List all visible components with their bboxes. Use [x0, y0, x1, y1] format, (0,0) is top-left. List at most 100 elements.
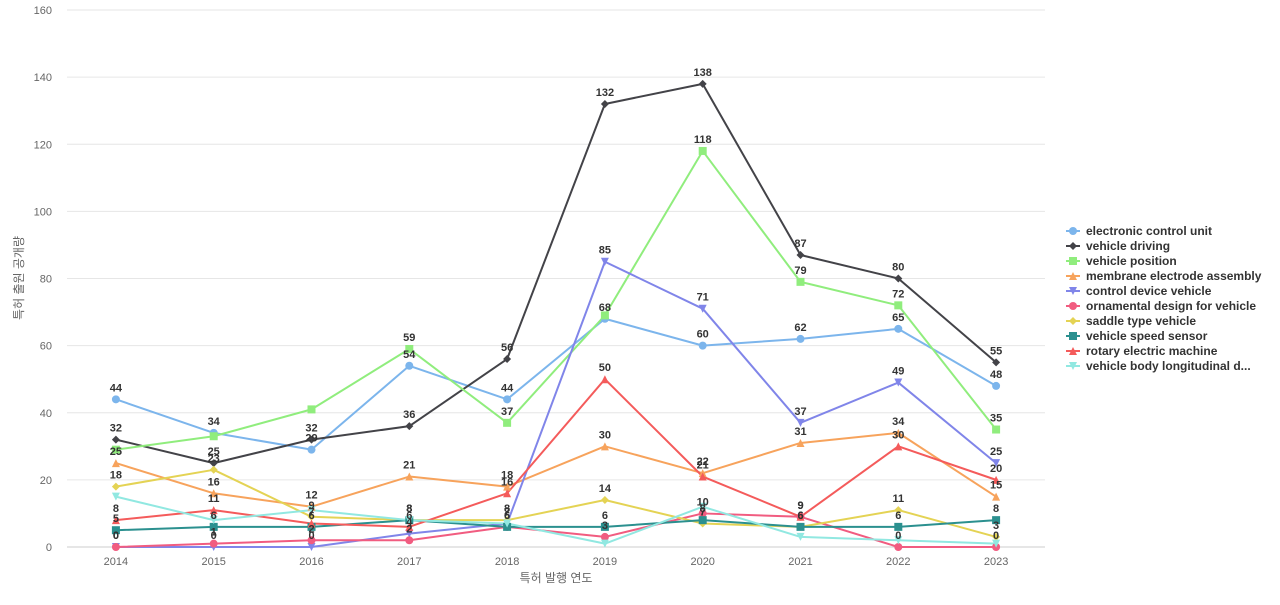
- data-point: [503, 482, 512, 491]
- data-point: [111, 543, 120, 551]
- data-label: 54: [403, 349, 416, 361]
- data-label: 7: [308, 507, 314, 519]
- legend-item: saddle type vehicle: [1086, 314, 1196, 328]
- x-tick-label: 2015: [201, 556, 225, 568]
- data-label: 10: [697, 496, 709, 508]
- x-tick-label: 2014: [104, 556, 128, 568]
- data-point: [405, 516, 414, 525]
- legend-item: vehicle position: [1086, 254, 1177, 268]
- legend-marker: [1069, 272, 1077, 280]
- legend-marker: [1069, 302, 1077, 310]
- y-tick-label: 40: [40, 408, 52, 420]
- data-point: [405, 361, 414, 370]
- series-line: [115, 149, 997, 451]
- data-label: 9: [797, 500, 803, 512]
- data-label: 132: [596, 87, 614, 99]
- y-tick-label: 0: [46, 542, 52, 554]
- data-point: [894, 543, 903, 551]
- data-label: 35: [990, 413, 1002, 425]
- data-point: [111, 459, 120, 468]
- data-label: 32: [110, 423, 122, 435]
- data-point: [209, 516, 218, 525]
- data-point: [405, 536, 414, 545]
- data-label: 21: [697, 460, 709, 472]
- data-point: [796, 438, 805, 447]
- data-label: 55: [990, 345, 1002, 357]
- data-point: [405, 422, 414, 431]
- data-label: 8: [406, 503, 412, 515]
- data-point: [992, 492, 1001, 501]
- data-label: 7: [504, 507, 510, 519]
- legend-item: electronic control unit: [1086, 224, 1212, 238]
- data-point: [894, 536, 903, 545]
- data-label: 18: [501, 470, 513, 482]
- data-label: 6: [308, 510, 314, 522]
- legend-marker: [1069, 362, 1077, 370]
- data-label: 23: [208, 453, 220, 465]
- data-label: 60: [697, 329, 709, 341]
- data-label: 32: [305, 423, 317, 435]
- data-point: [209, 489, 218, 498]
- data-label: 18: [110, 470, 122, 482]
- data-point: [600, 496, 609, 505]
- data-point: [894, 506, 903, 515]
- data-label: 30: [892, 429, 904, 441]
- x-tick-label: 2020: [690, 556, 714, 568]
- data-point: [992, 425, 1001, 434]
- data-point: [698, 516, 707, 525]
- x-tick-label: 2017: [397, 556, 421, 568]
- data-point: [894, 301, 903, 310]
- data-point: [992, 381, 1001, 390]
- data-point: [600, 442, 609, 451]
- data-label: 138: [694, 67, 712, 79]
- data-point: [209, 459, 218, 468]
- data-point: [992, 475, 1001, 484]
- data-label: 25: [110, 446, 122, 458]
- data-label: 37: [501, 406, 513, 418]
- data-label: 79: [794, 265, 806, 277]
- x-tick-label: 2016: [299, 556, 323, 568]
- data-point: [209, 465, 218, 474]
- data-label: 68: [599, 302, 611, 314]
- data-label: 62: [794, 322, 806, 334]
- data-label: 49: [892, 366, 904, 378]
- data-point: [992, 539, 1001, 548]
- data-point: [111, 435, 120, 444]
- data-label: 48: [990, 369, 1002, 381]
- data-label: 22: [697, 456, 709, 468]
- data-label: 0: [113, 530, 119, 542]
- data-label: 8: [406, 503, 412, 515]
- legend-marker: [1069, 257, 1077, 265]
- series-line: [115, 317, 997, 451]
- data-point: [405, 344, 414, 353]
- y-tick-label: 20: [40, 475, 52, 487]
- data-point: [600, 532, 609, 541]
- legend-item: membrane electrode assembly: [1086, 269, 1262, 283]
- data-point: [600, 311, 609, 320]
- data-point: [796, 512, 805, 521]
- data-point: [111, 445, 120, 454]
- data-point: [209, 432, 218, 441]
- data-label: 4: [406, 517, 413, 529]
- data-label: 7: [700, 507, 706, 519]
- series-markers: [111, 79, 1001, 551]
- data-label: 6: [504, 510, 510, 522]
- x-tick-label: 2018: [495, 556, 519, 568]
- data-point: [600, 257, 609, 266]
- data-label: 71: [697, 292, 709, 304]
- data-label: 72: [892, 288, 904, 300]
- data-label: 30: [599, 429, 611, 441]
- data-point: [698, 502, 707, 511]
- data-point: [307, 445, 316, 454]
- data-label: 34: [892, 416, 905, 428]
- data-point: [307, 543, 316, 551]
- axes: 특허 발행 연도 특허 출원 공개량 2014 2015 2016 2017 2018 2…: [12, 236, 1008, 585]
- data-point: [992, 358, 1001, 367]
- data-label: 2: [406, 523, 412, 535]
- data-point: [111, 492, 120, 501]
- data-label: 65: [892, 312, 904, 324]
- legend-marker: [1069, 317, 1077, 325]
- data-point: [503, 489, 512, 498]
- series-line: [115, 468, 997, 538]
